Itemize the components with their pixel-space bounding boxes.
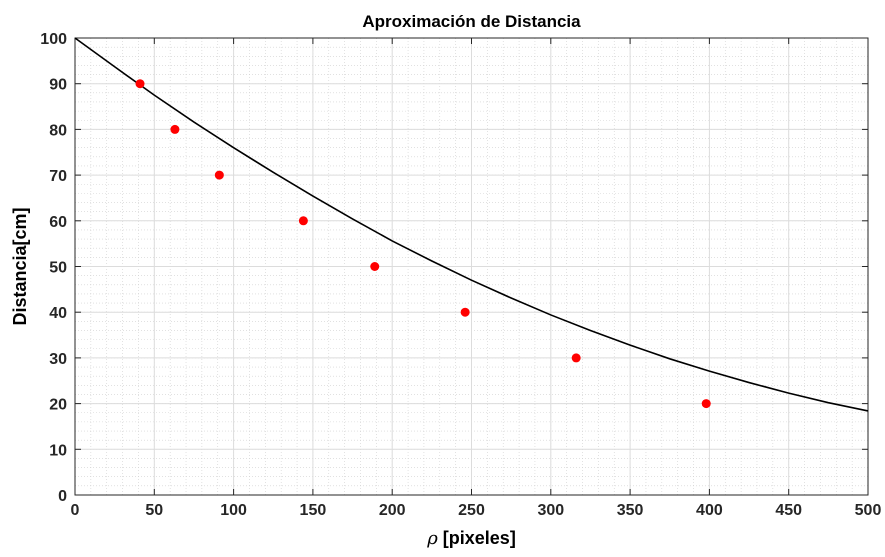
y-tick-labels: 0 10 20 30 40 50 60 70 80 90 100 xyxy=(40,31,67,505)
y-tick-label: 10 xyxy=(49,442,67,459)
x-tick-label: 250 xyxy=(458,502,485,519)
x-tick-label: 50 xyxy=(145,502,163,519)
axis-ticks xyxy=(74,37,869,496)
data-point xyxy=(571,353,581,363)
y-tick-label: 20 xyxy=(49,397,67,414)
data-point xyxy=(214,170,224,180)
chart-title: Aproximación de Distancia xyxy=(362,12,581,31)
y-tick-label: 80 xyxy=(49,122,67,139)
y-tick-label: 90 xyxy=(49,77,67,94)
y-tick-label: 50 xyxy=(49,260,67,277)
x-axis-label-symbol: ρ xyxy=(426,528,438,549)
data-point xyxy=(135,79,145,89)
data-point xyxy=(298,216,308,226)
x-tick-label: 350 xyxy=(617,502,644,519)
x-axis-label-text: [pixeles] xyxy=(438,528,516,548)
data-points xyxy=(135,79,711,409)
y-axis-label: Distancia[cm] xyxy=(10,207,30,325)
x-tick-label: 400 xyxy=(696,502,723,519)
x-tick-label: 0 xyxy=(71,502,80,519)
data-point xyxy=(701,399,711,409)
x-tick-label: 100 xyxy=(220,502,247,519)
data-point xyxy=(170,124,180,134)
x-tick-label: 150 xyxy=(300,502,327,519)
x-tick-label: 300 xyxy=(537,502,564,519)
y-tick-label: 60 xyxy=(49,214,67,231)
x-tick-label: 450 xyxy=(775,502,802,519)
y-tick-label: 100 xyxy=(40,31,67,48)
data-point xyxy=(370,262,380,271)
y-tick-label: 0 xyxy=(58,488,67,505)
x-tick-label: 200 xyxy=(379,502,406,519)
y-tick-label: 40 xyxy=(49,305,67,322)
x-tick-label: 500 xyxy=(855,502,882,519)
x-tick-labels: 0 50 100 150 200 250 300 350 400 450 500 xyxy=(71,502,882,519)
y-tick-label: 30 xyxy=(49,351,67,368)
data-point xyxy=(460,307,470,317)
fit-curve xyxy=(74,37,869,412)
y-tick-label: 70 xyxy=(49,168,67,185)
x-axis-label: ρ [pixeles] xyxy=(426,528,516,549)
